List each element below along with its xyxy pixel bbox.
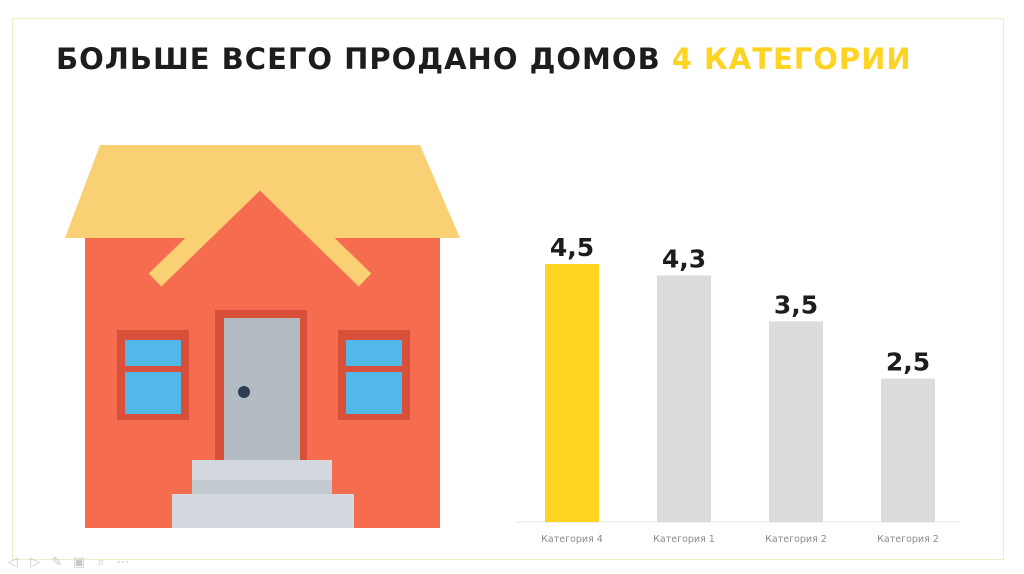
category-label: Категория 2 <box>877 534 939 545</box>
left-window-bottom <box>125 372 181 414</box>
zoom-icon[interactable]: ⌕ <box>97 555 105 570</box>
bar-value-label: 4,5 <box>550 233 594 262</box>
slides-icon[interactable]: ▣ <box>72 555 86 570</box>
slide-toolbar: ◁ ▷ ✎ ▣ ⌕ ⋯ <box>4 555 132 570</box>
bar-chart: 4,5 Категория 4 4,3 Категория 1 3,5 Категория… <box>515 233 960 545</box>
category-label: Категория 4 <box>541 534 603 545</box>
next-icon[interactable]: ▷ <box>30 555 40 570</box>
right-window-top <box>346 340 402 366</box>
bar <box>881 378 935 522</box>
page-title: БОЛЬШЕ ВСЕГО ПРОДАНО ДОМОВ 4 КАТЕГОРИИ <box>56 42 912 76</box>
house-illustration <box>65 145 460 528</box>
door-knob <box>238 386 250 398</box>
bar-value-label: 4,3 <box>662 244 706 273</box>
bar <box>769 321 823 522</box>
right-window-bottom <box>346 372 402 414</box>
door <box>224 318 300 470</box>
category-label: Категория 1 <box>653 534 715 545</box>
title-highlight: 4 КАТЕГОРИИ <box>671 42 912 76</box>
left-window-top <box>125 340 181 366</box>
bar-value-label: 2,5 <box>886 348 930 377</box>
step-bottom <box>172 494 354 528</box>
title-main: БОЛЬШЕ ВСЕГО ПРОДАНО ДОМОВ <box>56 42 672 76</box>
bar <box>657 275 711 522</box>
pen-icon[interactable]: ✎ <box>51 555 63 570</box>
prev-icon[interactable]: ◁ <box>8 555 18 570</box>
category-label: Категория 2 <box>765 534 827 545</box>
bar <box>545 264 599 522</box>
step-middle <box>192 480 332 494</box>
bar-value-label: 3,5 <box>774 290 818 319</box>
more-icon[interactable]: ⋯ <box>116 555 130 570</box>
step-top <box>192 460 332 480</box>
gable-trim <box>148 165 372 287</box>
